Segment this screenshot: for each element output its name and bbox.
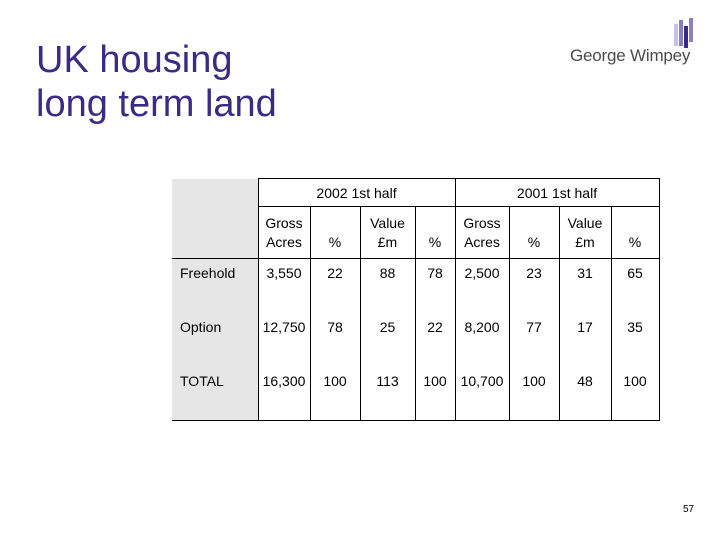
cell-value: 2,500 — [454, 258, 509, 313]
cell-value: 22 — [414, 312, 455, 367]
row-label: Freehold — [172, 258, 258, 313]
cell-value: 22 — [309, 258, 360, 313]
group-header-row: 2002 1st half 2001 1st half — [172, 178, 660, 207]
cell-value: 31 — [558, 258, 611, 313]
header-gross-acres-2001: Gross Acres — [454, 206, 509, 259]
title-line-1: UK housing — [36, 39, 233, 81]
cell-value: 48 — [558, 366, 611, 421]
title-line-2: long term land — [36, 83, 277, 125]
cell-value: 12,750 — [257, 312, 310, 367]
cell-value: 10,700 — [454, 366, 509, 421]
cell-value: 25 — [359, 312, 415, 367]
header-value-2002: Value £m — [359, 206, 415, 259]
header-pound-m: £m — [377, 234, 398, 250]
cell-value: 113 — [359, 366, 415, 421]
header-gross-acres-2002: Gross Acres — [257, 206, 310, 259]
header-pct-2001-value: % — [610, 206, 660, 259]
george-wimpey-logo: George Wimpey — [570, 18, 700, 68]
header-value: Value — [567, 215, 603, 231]
cell-value: 65 — [610, 258, 660, 313]
cell-value: 3,550 — [257, 258, 310, 313]
table-row-option: Option 12,750 78 25 22 8,200 77 17 35 — [172, 312, 660, 367]
header-pound-m: £m — [575, 234, 595, 250]
cell-value: 100 — [508, 366, 559, 421]
cell-value: 88 — [359, 258, 415, 313]
header-gross: Gross — [463, 215, 501, 231]
cell-value: 17 — [558, 312, 611, 367]
header-pct-2002-value: % — [414, 206, 455, 259]
corner-cell — [172, 206, 258, 259]
column-header-row: Gross Acres % Value £m % Gross Acres % V… — [172, 206, 660, 259]
header-pct-2002-acres: % — [309, 206, 360, 259]
slide-title: UK housing long term land — [36, 38, 356, 126]
header-value-2001: Value £m — [558, 206, 611, 259]
group-2002-header: 2002 1st half — [257, 178, 455, 207]
cell-value: 100 — [610, 366, 660, 421]
cell-value: 78 — [309, 312, 360, 367]
logo-mark-icon — [674, 18, 693, 48]
table-row-freehold: Freehold 3,550 22 88 78 2,500 23 31 65 — [172, 258, 660, 313]
cell-value: 16,300 — [257, 366, 310, 421]
cell-value: 78 — [414, 258, 455, 313]
table-row-total: TOTAL 16,300 100 113 100 10,700 100 48 1… — [172, 366, 660, 421]
cell-value: 100 — [414, 366, 455, 421]
group-2001-header: 2001 1st half — [454, 178, 660, 207]
header-pct-2001-acres: % — [508, 206, 559, 259]
cell-value: 100 — [309, 366, 360, 421]
header-acres: Acres — [266, 234, 302, 250]
cell-value: 35 — [610, 312, 660, 367]
corner-cell — [172, 178, 258, 207]
land-table: 2002 1st half 2001 1st half Gross Acres … — [172, 178, 660, 421]
header-value: Value — [370, 215, 405, 231]
row-label: TOTAL — [172, 366, 258, 421]
page-number: 57 — [683, 504, 695, 515]
cell-value: 77 — [508, 312, 559, 367]
cell-value: 23 — [508, 258, 559, 313]
row-label: Option — [172, 312, 258, 367]
header-gross: Gross — [265, 215, 303, 231]
logo-text: George Wimpey — [570, 46, 691, 65]
header-acres: Acres — [464, 234, 500, 250]
cell-value: 8,200 — [454, 312, 509, 367]
